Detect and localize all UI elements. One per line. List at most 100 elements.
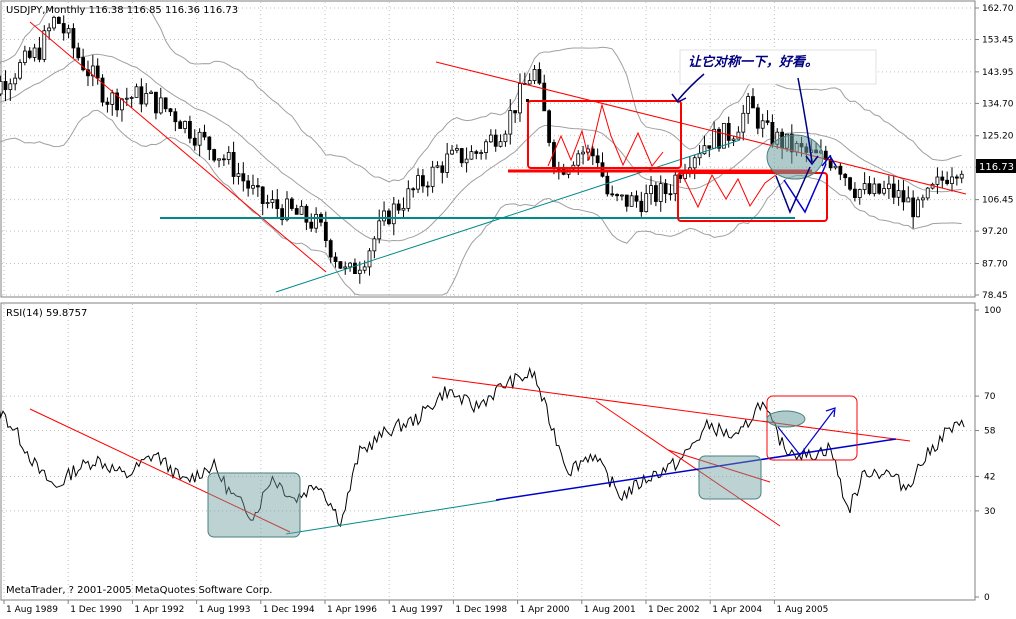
candle-body	[255, 185, 260, 188]
candle-body	[163, 97, 168, 110]
downtrend-line-1998	[435, 61, 967, 195]
time-tick-label: 1 Aug 2001	[584, 605, 636, 615]
highlight-ellipse	[766, 134, 824, 180]
candle-body	[260, 186, 265, 204]
uptrend-line-1995	[275, 139, 741, 293]
candle-body	[192, 137, 197, 146]
candle-body	[605, 175, 610, 195]
candle-body	[857, 189, 862, 198]
candle-body	[542, 82, 547, 112]
candle-body	[872, 183, 877, 194]
candle-body	[673, 174, 678, 195]
candle-body	[916, 199, 920, 218]
bollinger-middle	[0, 53, 962, 242]
candle-body	[275, 199, 280, 210]
candle-body	[401, 207, 406, 211]
rsi-projection	[777, 409, 835, 456]
candle-body	[207, 136, 212, 150]
candle-body	[95, 65, 100, 79]
candle-body	[154, 91, 158, 114]
candle-body	[484, 141, 488, 153]
rsi-downtrend-1998	[431, 376, 911, 442]
candle-body	[882, 188, 886, 194]
candle-body	[231, 152, 236, 177]
candle-body	[348, 262, 352, 268]
candle-body	[367, 250, 372, 268]
candle-body	[377, 220, 382, 240]
candle-body	[527, 80, 532, 85]
candle-body	[581, 151, 585, 155]
candle-body	[692, 157, 697, 169]
candle-body	[372, 238, 377, 252]
candle-body	[906, 197, 911, 203]
candle-body	[547, 110, 552, 143]
time-tick-label: 1 Dec 1994	[263, 605, 315, 615]
candle-body	[406, 188, 411, 209]
projection-path-2	[783, 163, 827, 214]
rsi-line	[0, 366, 965, 528]
candle-body	[450, 149, 454, 155]
candle-body	[251, 185, 255, 189]
candle-body	[323, 221, 328, 241]
annotation-arrowhead-down	[805, 155, 819, 166]
candle-body	[833, 165, 838, 169]
projection-path-1	[775, 166, 811, 214]
candle-body	[731, 138, 736, 141]
price-panel-frame	[0, 0, 976, 298]
candle-body	[518, 83, 522, 114]
time-tick-label: 1 Aug 1993	[199, 605, 251, 615]
candle-body	[649, 185, 653, 195]
candle-body	[901, 190, 906, 203]
price-header: USDJPY,Monthly 116.38 116.85 116.36 116.…	[6, 5, 238, 16]
candle-body	[658, 183, 663, 202]
candle-body	[134, 86, 139, 98]
rsi-box-2005	[766, 395, 858, 461]
candle-body	[285, 198, 289, 221]
bollinger-upper	[0, 7, 962, 183]
candle-body	[469, 151, 474, 160]
candle-body	[639, 200, 644, 213]
candle-body	[862, 183, 867, 190]
candle-body	[110, 92, 115, 105]
candle-body	[105, 101, 110, 105]
candle-body	[445, 153, 450, 173]
candle-body	[503, 133, 508, 143]
candle-body	[702, 145, 707, 155]
bottom-box	[677, 172, 828, 222]
candle-body	[338, 261, 343, 269]
candle-body	[421, 175, 425, 187]
rsi-projection-arrowhead	[825, 407, 836, 418]
copyright-text: MetaTrader, ? 2001-2005 MetaQuotes Softw…	[6, 585, 272, 596]
annotation-arrow-left	[677, 73, 705, 101]
candle-body	[129, 97, 134, 99]
candle-body	[736, 131, 741, 140]
time-tick-label: 1 Apr 2004	[712, 605, 762, 615]
candle-body	[532, 69, 537, 81]
candle-body	[717, 128, 721, 149]
candle-body	[3, 81, 8, 90]
candle-body	[634, 195, 639, 202]
candle-body	[678, 174, 683, 179]
candle-body	[115, 92, 119, 111]
candle-body	[896, 190, 901, 198]
time-tick-label: 1 Apr 1996	[327, 605, 377, 615]
candle-body	[299, 205, 304, 215]
time-tick-label: 1 Dec 1998	[455, 605, 507, 615]
annotation-arrowhead-left	[671, 93, 687, 103]
candle-body	[124, 97, 129, 100]
time-tick-label: 1 Aug 2005	[776, 605, 828, 615]
candle-body	[537, 69, 542, 84]
candle-body	[911, 197, 916, 218]
time-tick-label: 1 Dec 2002	[648, 605, 700, 615]
candle-body	[600, 162, 605, 177]
annotation-text: 让它对称一下，好看。	[688, 54, 818, 70]
candle-body	[289, 198, 294, 209]
zigzag-bottom	[681, 171, 781, 209]
price-tick-label: 97.20	[982, 227, 1008, 237]
candle-body	[741, 112, 746, 133]
candle-body	[891, 183, 896, 198]
price-tick-label: 134.70	[982, 99, 1014, 109]
candle-body	[760, 120, 765, 129]
candle-body	[935, 176, 940, 185]
candle-body	[139, 86, 144, 105]
